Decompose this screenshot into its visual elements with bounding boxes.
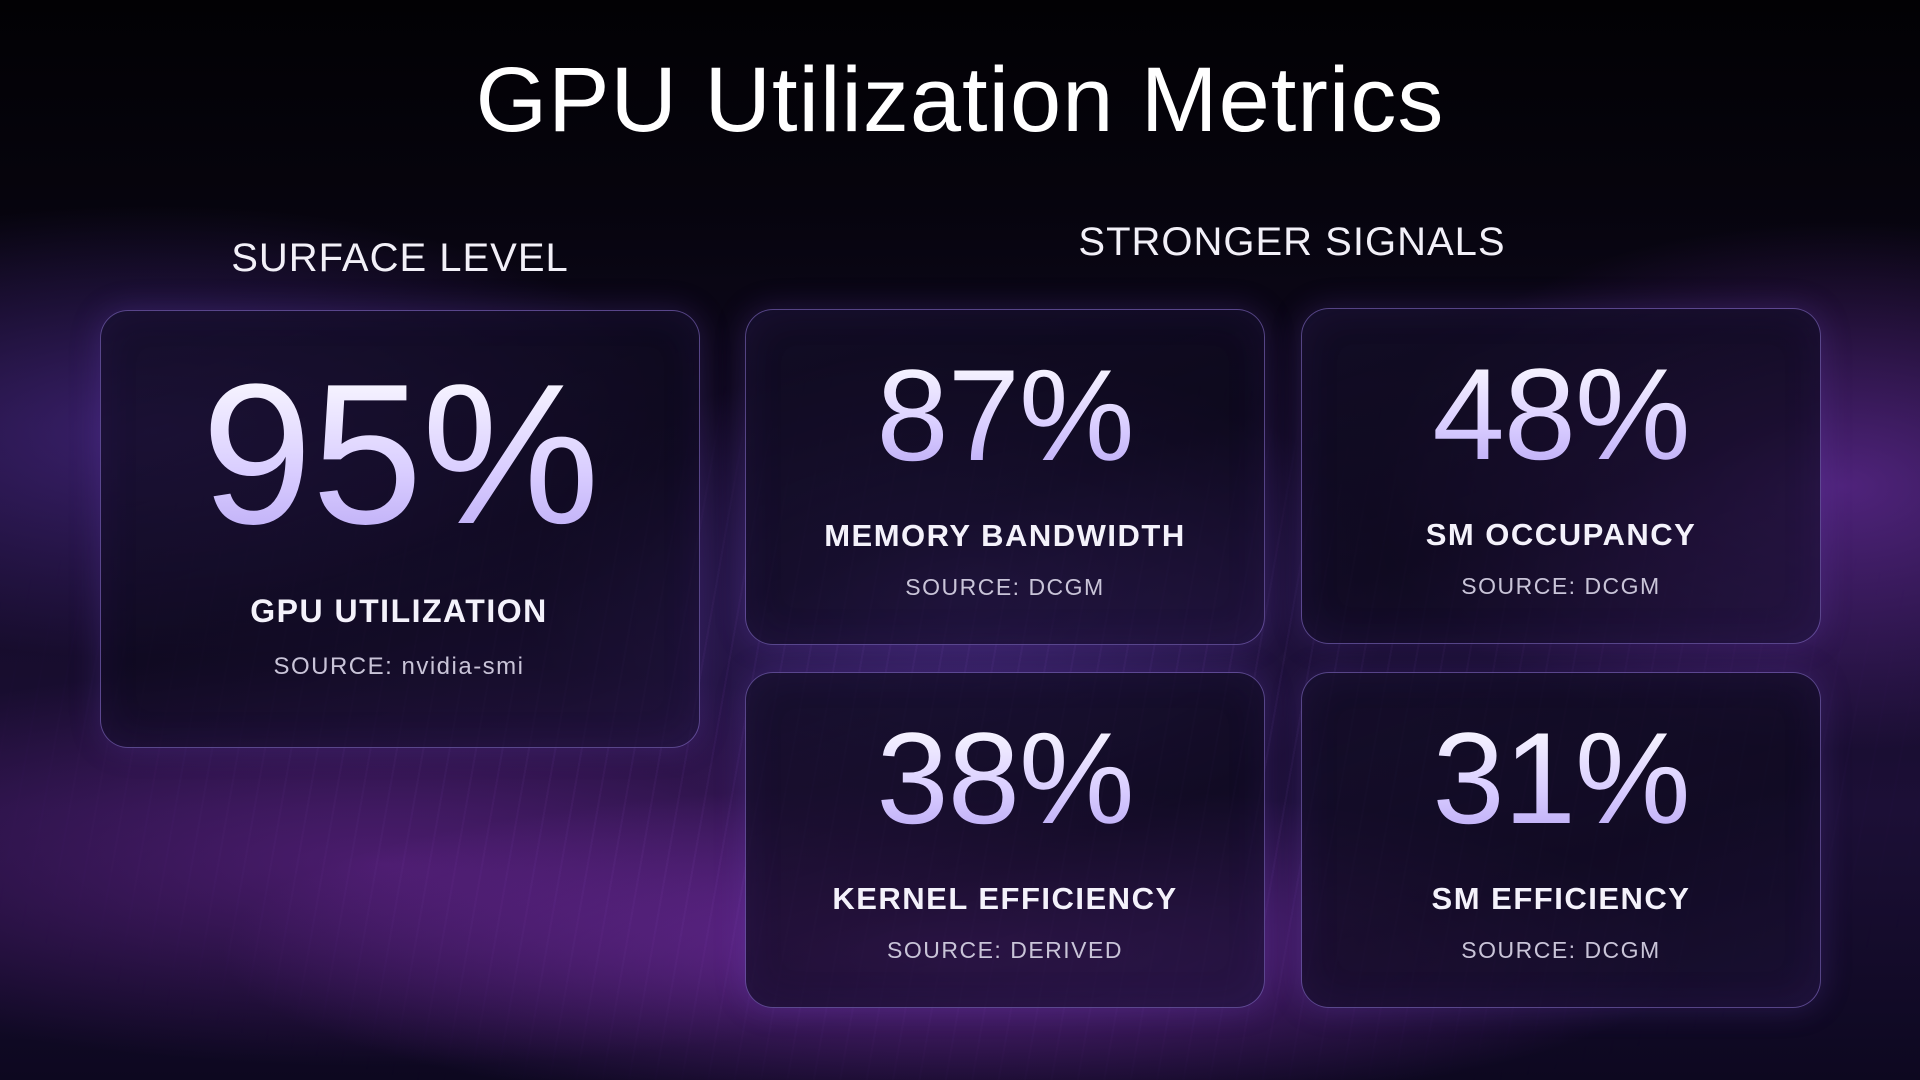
metric-value: 48% [1302, 349, 1820, 479]
metric-label: MEMORY BANDWIDTH [824, 518, 1186, 553]
metric-card-gpu-utilization: 95% [100, 310, 700, 748]
metric-value: 95% [101, 355, 699, 555]
metric-label: KERNEL EFFICIENCY [832, 881, 1178, 916]
metric-source: SOURCE: DERIVED [887, 937, 1123, 963]
metric-source: SOURCE: DCGM [1461, 573, 1661, 599]
page-title: GPU Utilization Metrics [475, 49, 1445, 151]
metric-value: 87% [746, 350, 1264, 480]
metric-card-sm-efficiency: 31% SM EFFICIENCY SOURCE: DCGM [1301, 672, 1821, 1008]
metric-label: SM EFFICIENCY [1431, 881, 1691, 916]
metric-card-memory-bandwidth: 87% MEMORY BANDWIDTH SOURCE: DCGM [745, 309, 1265, 645]
metric-source: SOURCE: DCGM [905, 574, 1105, 600]
metric-card-sm-occupancy: 48% SM OCCUPANCY SOURCE: DCGM [1301, 308, 1821, 644]
metric-value: 38% [746, 713, 1264, 843]
section-label-surface-level: SURFACE LEVEL [231, 236, 569, 280]
metric-source: SOURCE: nvidia-smi [273, 653, 525, 680]
metric-label: GPU UTILIZATION [250, 593, 548, 629]
metric-value: 31% [1302, 713, 1820, 843]
section-label-stronger-signals: STRONGER SIGNALS [1078, 220, 1506, 264]
metric-source: SOURCE: DCGM [1461, 937, 1661, 963]
metric-card-kernel-efficiency: 38% KERNEL EFFICIENCY SOURCE: DERIVED [745, 672, 1265, 1008]
metric-label: SM OCCUPANCY [1425, 517, 1697, 552]
